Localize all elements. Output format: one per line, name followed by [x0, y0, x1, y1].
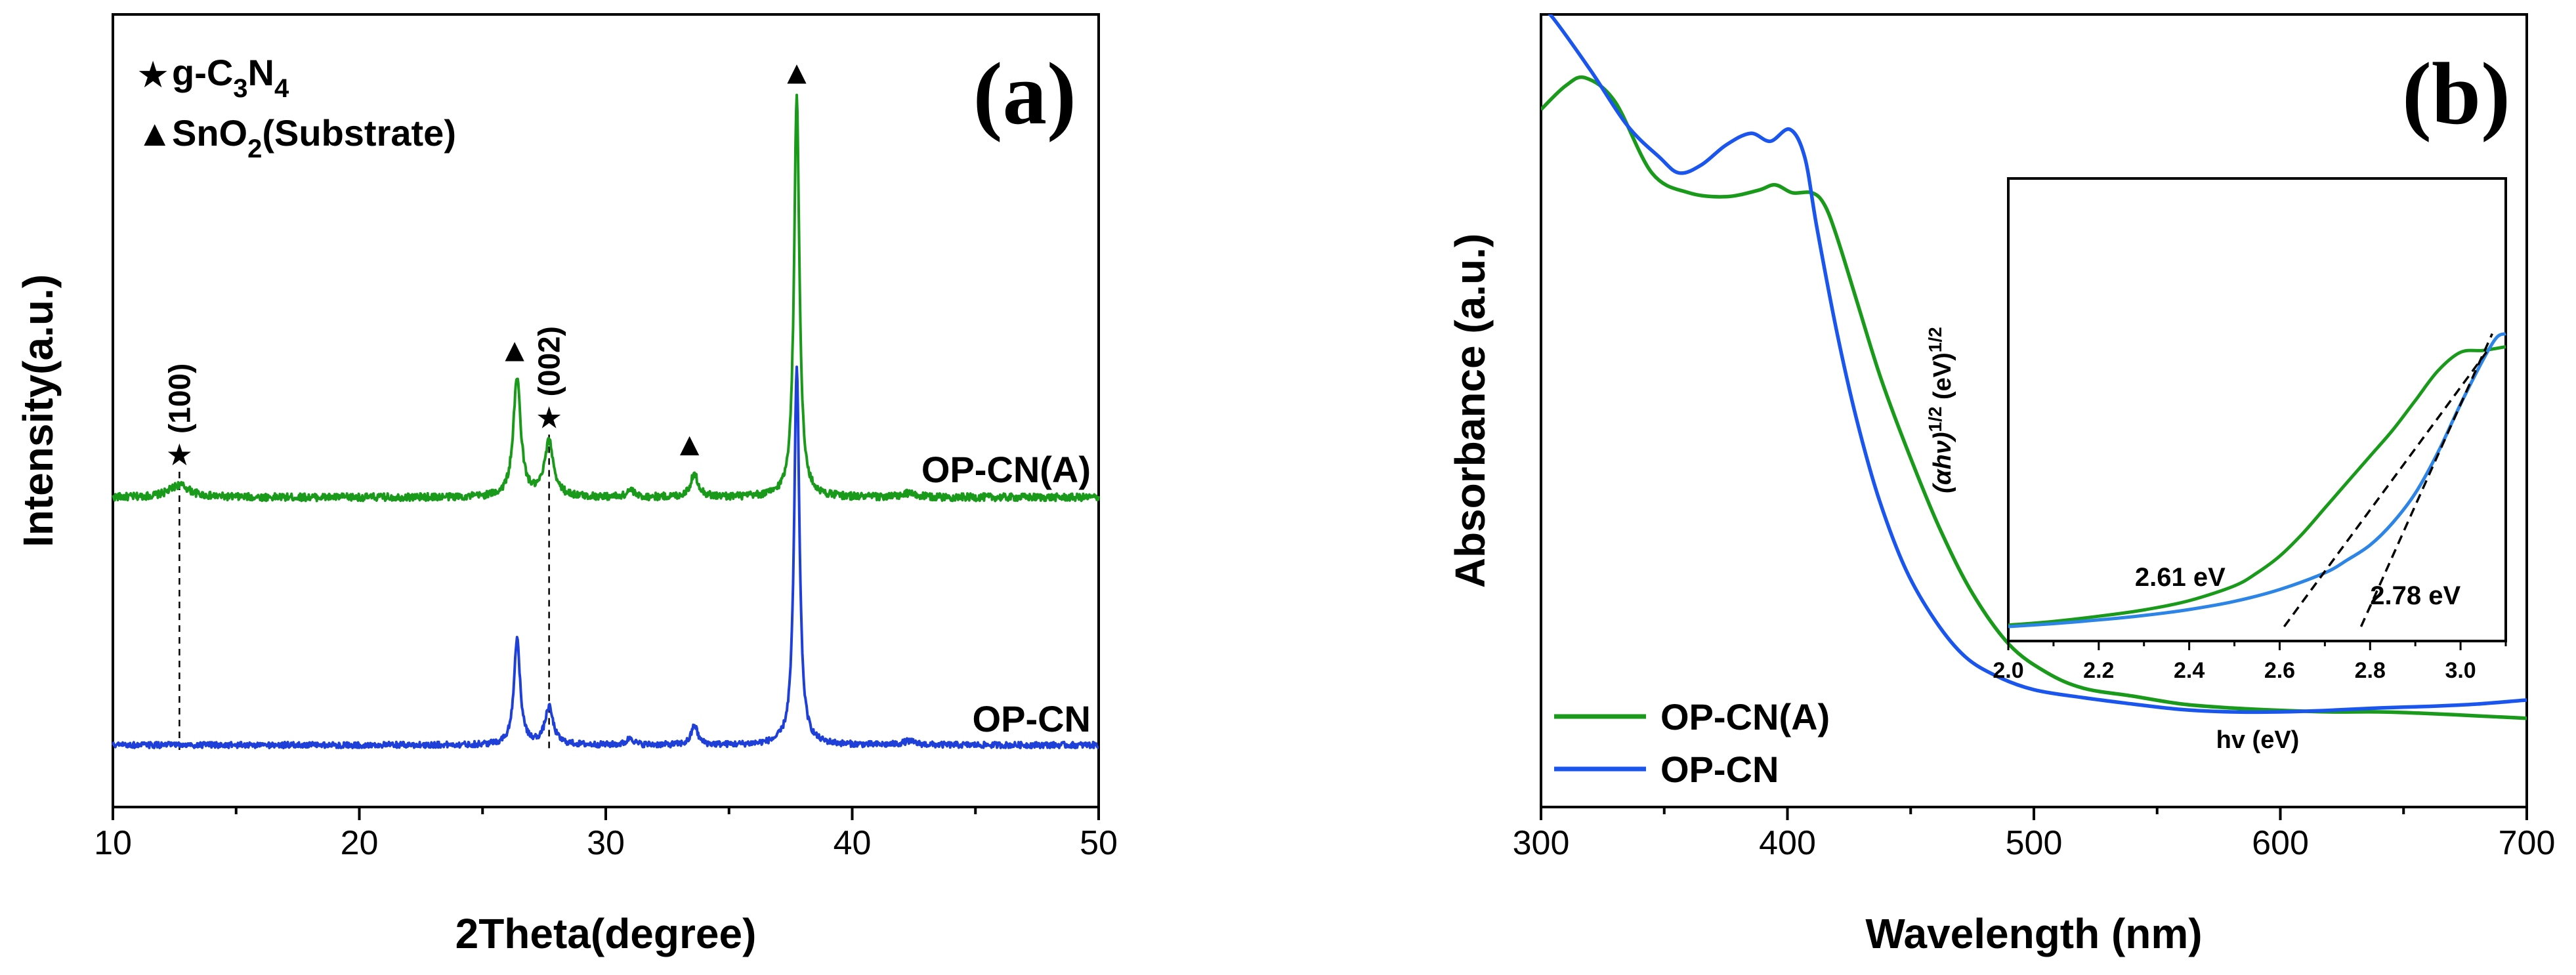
hkl-label: (100)	[162, 363, 196, 434]
panel-b-series	[1541, 14, 2527, 720]
series-line-op-cn	[1548, 14, 2527, 715]
panel-a-xrd-chart: 10 20 30 40 50 ★(100) ★(002)▲▲▲ (a) ★ g-C3N4 …	[14, 13, 1118, 957]
inset-x-ticks: 2.0 2.2 2.4 2.6 2.8 3.0	[1993, 641, 2507, 683]
inset-tangent-lines	[2283, 333, 2493, 628]
panel-b-x-axis-title: Wavelength (nm)	[1865, 910, 2202, 957]
legend-entry-sno2: SnO2(Substrate)	[172, 112, 456, 163]
star-marker: ★	[536, 400, 562, 434]
series-line-op-cn	[112, 365, 1100, 749]
legend-triangle-symbol: ▲	[137, 112, 173, 154]
x-tick-label: 600	[2252, 824, 2309, 862]
x-tick-label: 30	[587, 824, 625, 862]
inset-x-tick-label: 2.0	[1993, 658, 2023, 683]
legend-label-op-cn: OP-CN	[1660, 749, 1779, 790]
series-label-op-cn-a: OP-CN(A)	[921, 449, 1091, 490]
tangent-dashed-line	[2283, 350, 2489, 628]
x-tick-label: 40	[834, 824, 872, 862]
panel-a-x-ticks: 10 20 30 40 50	[94, 807, 1118, 862]
x-tick-label: 20	[341, 824, 379, 862]
panel-b-label: (b)	[2402, 45, 2510, 143]
inset-x-tick-label: 2.4	[2174, 658, 2205, 683]
panel-a-legend: ★ g-C3N4 ▲ SnO2(Substrate)	[137, 52, 456, 163]
x-tick-label: 400	[1759, 824, 1816, 862]
x-tick-label: 700	[2499, 824, 2556, 862]
inset-x-tick-label: 2.8	[2355, 658, 2386, 683]
inset-bandgap-labels: 2.61 eV 2.78 eV	[2135, 563, 2461, 610]
panel-a-label: (a)	[973, 45, 1076, 143]
tauc-plot-inset: 2.0 2.2 2.4 2.6 2.8 3.0 2.61 eV 2.78 eV hv (eV…	[1925, 177, 2507, 754]
inset-x-tick-label: 2.6	[2264, 658, 2295, 683]
x-tick-label: 10	[94, 824, 132, 862]
panel-a-series	[112, 93, 1100, 749]
inset-background	[2007, 177, 2507, 642]
legend-entry-gc3n4: g-C3N4	[172, 52, 289, 103]
panel-a-x-axis-title: 2Theta(degree)	[455, 910, 757, 957]
inset-series-line-op-cn	[2008, 332, 2506, 629]
panel-b-absorbance-chart: 300 400 500 600 700 (b) OP-CN(A) OP-CN 2.0 2.…	[1446, 13, 2556, 957]
panel-b-y-axis-title: Absorbance (a.u.)	[1446, 234, 1494, 589]
tangent-dashed-line	[2359, 333, 2493, 627]
inset-series	[2008, 332, 2506, 629]
series-label-op-cn: OP-CN	[973, 698, 1091, 739]
star-marker: ★	[166, 438, 193, 472]
bandgap-label: 2.78 eV	[2370, 581, 2460, 610]
panel-a-y-axis-title: Intensity(a.u.)	[14, 274, 62, 547]
inset-y-axis-title: (αhν)1/2 (eV)1/2	[1925, 327, 1956, 493]
x-tick-label: 300	[1513, 824, 1570, 862]
legend-star-symbol: ★	[137, 54, 169, 95]
panel-a-plot-frame	[112, 13, 1100, 808]
panel-a-reference-lines	[179, 434, 550, 753]
legend-label-op-cn-a: OP-CN(A)	[1660, 696, 1830, 737]
x-tick-label: 50	[1080, 824, 1118, 862]
series-line-op-cn-a	[112, 93, 1100, 503]
triangle-marker: ▲	[780, 54, 813, 91]
inset-series-line-op-cn-a	[2008, 344, 2506, 627]
panel-b-x-ticks: 300 400 500 600 700	[1513, 807, 2556, 862]
inset-x-tick-label: 2.2	[2083, 658, 2114, 683]
hkl-label: (002)	[532, 326, 566, 396]
panel-b-legend: OP-CN(A) OP-CN	[1554, 696, 1830, 790]
panel-a-peak-markers: ★(100) ★(002)▲▲▲	[162, 54, 813, 472]
triangle-marker: ▲	[498, 332, 531, 369]
triangle-marker: ▲	[673, 426, 706, 463]
inset-x-axis-title: hv (eV)	[2216, 726, 2300, 754]
inset-x-tick-label: 3.0	[2445, 658, 2476, 683]
bandgap-label: 2.61 eV	[2135, 563, 2226, 592]
x-tick-label: 500	[2006, 824, 2063, 862]
